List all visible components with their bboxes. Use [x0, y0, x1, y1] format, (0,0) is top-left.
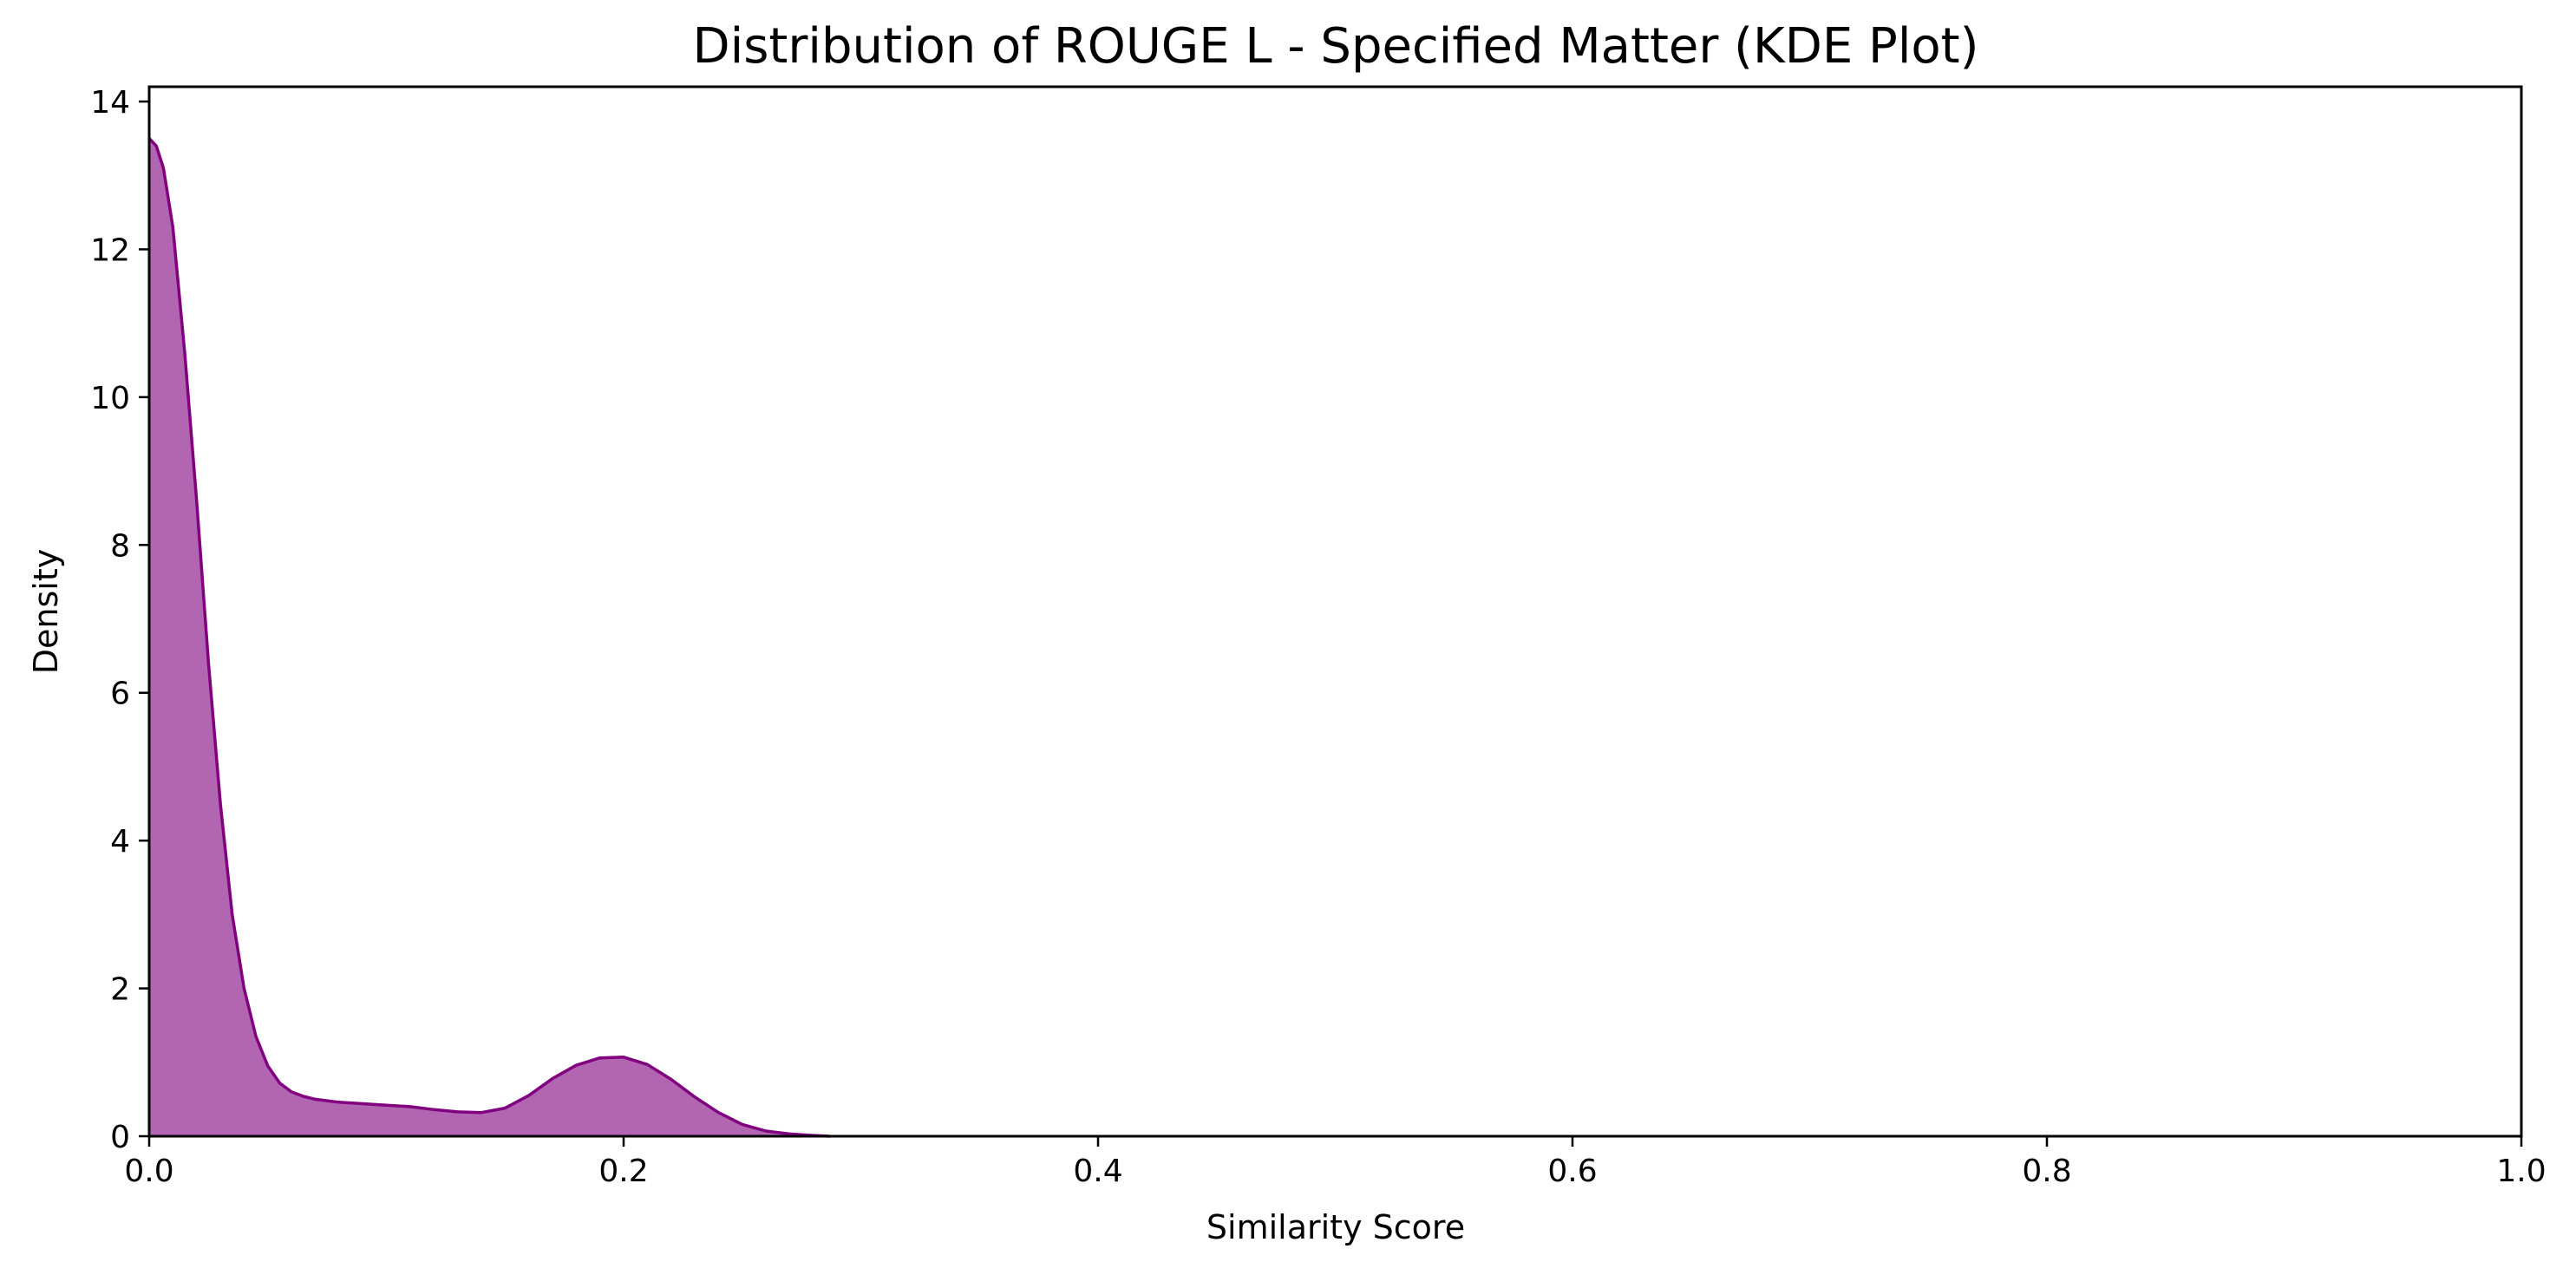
- kde-line-0: [147, 137, 830, 1138]
- y-axis-label: Density: [27, 549, 65, 674]
- y-tick-label: 4: [110, 824, 130, 860]
- x-tick-label: 0.6: [1547, 1154, 1597, 1189]
- x-axis-label: Similarity Score: [1206, 1208, 1465, 1246]
- y-tick-label: 6: [110, 677, 130, 712]
- kde-area-0: [149, 138, 830, 1137]
- x-tick-label: 1.0: [2496, 1154, 2546, 1189]
- y-axis: 0 2 4 6 8 10 12 14: [90, 85, 149, 1155]
- y-tick-label: 8: [110, 528, 130, 564]
- chart-title: Distribution of ROUGE L - Specified Matt…: [693, 18, 1979, 75]
- y-tick-label: 2: [110, 972, 130, 1008]
- x-tick-label: 0.4: [1073, 1154, 1122, 1189]
- plot-area: [147, 137, 830, 1138]
- y-tick-label: 10: [90, 381, 130, 416]
- x-tick-label: 0.8: [2022, 1154, 2071, 1189]
- x-tick-label: 0.0: [124, 1154, 173, 1189]
- y-tick-label: 14: [90, 85, 130, 121]
- plot-frame: [147, 85, 2523, 1138]
- y-tick-label: 12: [90, 232, 130, 268]
- x-tick-label: 0.2: [598, 1154, 648, 1189]
- x-axis: 0.0 0.2 0.4 0.6 0.8 1.0: [124, 1136, 2547, 1189]
- y-tick-label: 0: [110, 1120, 130, 1155]
